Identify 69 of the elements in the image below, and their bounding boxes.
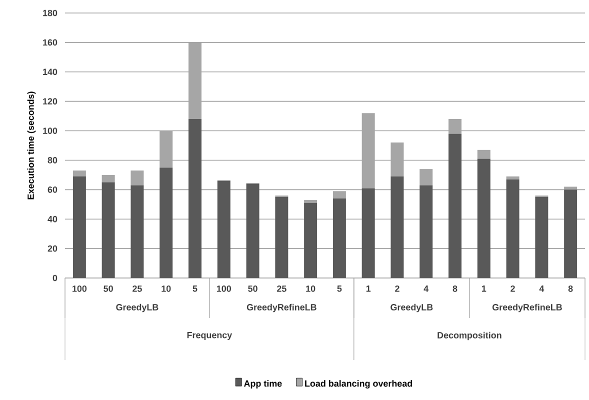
bar [564,190,578,278]
bar [160,168,173,278]
bar [448,134,462,278]
bar [304,200,318,203]
legend-label: App time [244,380,282,388]
x-tick-label: 4 [539,286,544,292]
bar [362,113,375,188]
bar [362,188,375,278]
x-tick-label: 8 [568,286,573,292]
y-tick-label: 180 [43,10,58,16]
x-tick-label: 1 [366,286,371,292]
bar [448,119,462,134]
x-tick-label: 50 [248,286,258,292]
legend-label: Load balancing overhead [305,380,412,388]
bar [102,174,115,182]
bar [160,130,173,168]
x-tick-label: 50 [104,286,113,292]
x-tick-label: 5 [337,286,342,292]
bar [420,185,433,278]
bar [564,186,578,190]
x-tick-label: 100 [72,286,87,292]
y-tick-label: 40 [48,216,58,222]
bar [332,198,346,278]
bar [506,179,520,278]
bar [72,170,86,176]
y-tick-label: 160 [43,39,58,46]
bar [477,158,490,278]
bar [72,176,86,278]
text: GreedyLB [390,304,433,312]
text: GreedyRefineLB [246,304,316,312]
y-tick-label: 120 [43,98,58,105]
text: GreedyLB [116,304,158,312]
x-tick-label: 25 [132,286,142,292]
x-tick-label: 10 [162,286,171,292]
bar [102,182,115,278]
y-tick-label: 100 [43,128,58,134]
bar [246,184,260,278]
y-tick-label: 20 [48,245,58,252]
bar [506,176,520,180]
bar [390,142,404,176]
x-tick-label: 100 [216,286,232,292]
y-axis-title: Execution time (seconds) [27,92,36,200]
bar [188,42,202,119]
bar [304,202,318,278]
y-tick-label: 80 [48,157,58,164]
y-tick-label: 60 [48,186,58,193]
bar [130,185,144,278]
bar [535,197,548,278]
y-tick-label: 0 [52,274,58,282]
bar [217,180,230,278]
x-tick-label: 2 [395,286,400,292]
x-tick-label: 4 [424,286,429,292]
bar [390,176,404,278]
x-tick-label: 2 [510,286,515,292]
bar [477,150,490,159]
text: GreedyRefineLB [492,304,562,312]
bar [130,170,144,186]
x-tick-label: 1 [482,286,486,292]
bar [332,191,346,198]
x-tick-label: 25 [276,286,286,292]
x-tick-label: 8 [452,286,458,292]
bar [420,169,433,186]
y-tick-label: 140 [43,68,58,76]
x-tick-label: 10 [306,286,316,292]
bar [275,197,288,278]
text: Frequency [187,332,232,340]
bar [188,119,202,278]
text: Decomposition [438,332,502,340]
x-tick-label: 5 [192,286,198,292]
